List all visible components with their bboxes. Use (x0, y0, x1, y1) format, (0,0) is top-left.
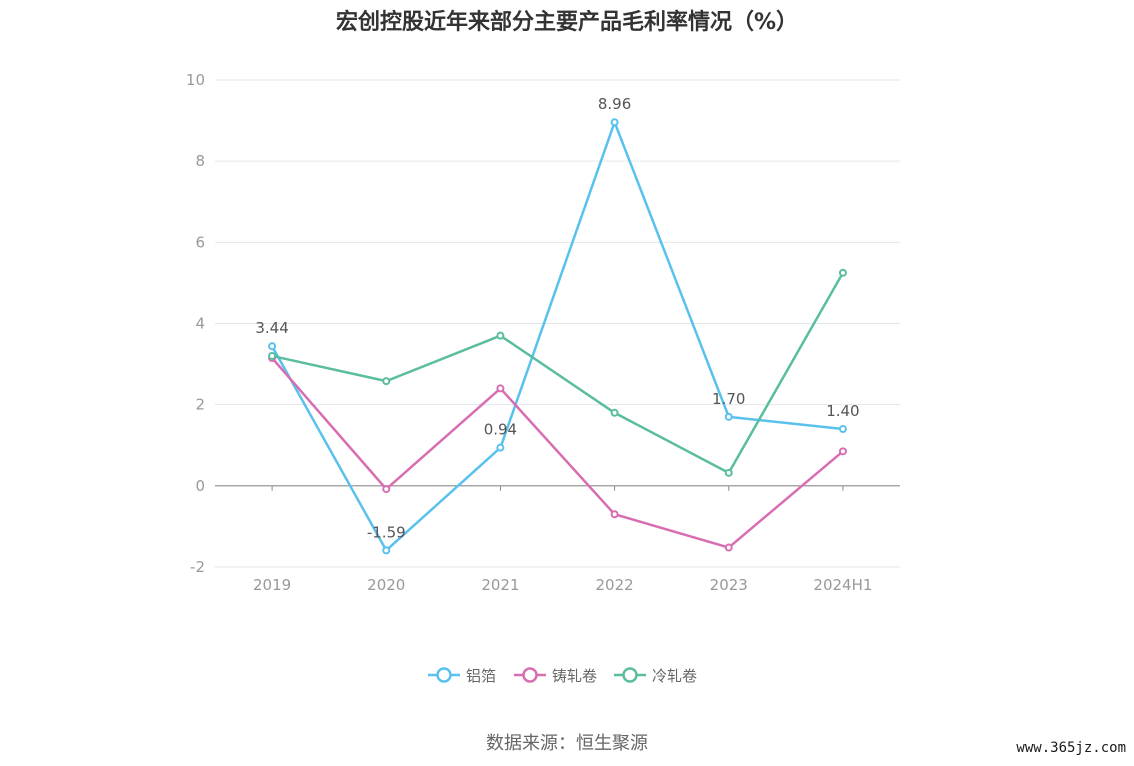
data-point (382, 546, 391, 555)
data-point (610, 118, 619, 127)
legend-label: 铸轧卷 (552, 667, 597, 685)
series-lines (268, 118, 847, 555)
y-tick-label: 8 (195, 152, 205, 170)
y-tick-label: 10 (186, 71, 205, 89)
x-tick-label: 2024H1 (813, 576, 872, 594)
legend: 铝箔 铸轧卷 冷轧卷 (428, 667, 697, 685)
legend-item: 冷轧卷 (614, 667, 697, 685)
data-labels: 3.44 -1.59 0.94 8.96 1.70 1.40 (255, 95, 859, 541)
data-point (724, 412, 733, 421)
data-label: 8.96 (598, 95, 631, 113)
legend-label: 铝箔 (466, 667, 496, 685)
series-line-1 (271, 357, 844, 549)
data-point (268, 351, 277, 360)
y-tick-label: 6 (195, 233, 205, 251)
watermark: www.365jz.com (1016, 740, 1126, 756)
data-label: 0.94 (484, 421, 517, 439)
x-tick-label: 2022 (595, 576, 633, 594)
data-point (724, 543, 733, 552)
data-point (610, 408, 619, 417)
y-axis: -2 0 2 4 6 8 10 (186, 71, 205, 576)
legend-item: 铸轧卷 (514, 667, 597, 685)
legend-marker (622, 667, 638, 683)
x-tick-label: 2023 (710, 576, 748, 594)
x-tick-label: 2020 (367, 576, 405, 594)
data-point (382, 485, 391, 494)
data-point (610, 510, 619, 519)
data-label: 1.70 (712, 390, 745, 408)
data-point (838, 268, 847, 277)
legend-item: 铝箔 (428, 667, 496, 685)
data-source: 数据来源：恒生聚源 (486, 733, 648, 754)
grid-lines (215, 79, 900, 568)
x-axis: 2019 2020 2021 2022 2023 2024H1 (215, 485, 900, 594)
series-line-2 (271, 272, 845, 475)
data-point (496, 331, 505, 340)
data-point (496, 384, 505, 393)
legend-marker (436, 667, 452, 683)
chart-title: 宏创控股近年来部分主要产品毛利率情况（%） (335, 10, 799, 35)
y-tick-label: 2 (195, 396, 205, 414)
y-tick-label: 0 (195, 477, 205, 495)
y-tick-label: 4 (195, 315, 205, 333)
data-point (838, 425, 847, 434)
data-point (268, 342, 277, 351)
data-point (496, 443, 505, 452)
data-point (724, 468, 733, 477)
x-tick-label: 2021 (481, 576, 519, 594)
legend-marker (522, 667, 538, 683)
data-label: -1.59 (367, 523, 406, 541)
data-point (382, 377, 391, 386)
y-tick-label: -2 (190, 558, 205, 576)
x-tick-label: 2019 (253, 576, 291, 594)
data-point (838, 447, 847, 456)
data-label: 3.44 (255, 319, 288, 337)
data-label: 1.40 (826, 402, 859, 420)
series-line-0 (270, 120, 844, 552)
legend-label: 冷轧卷 (652, 667, 697, 685)
